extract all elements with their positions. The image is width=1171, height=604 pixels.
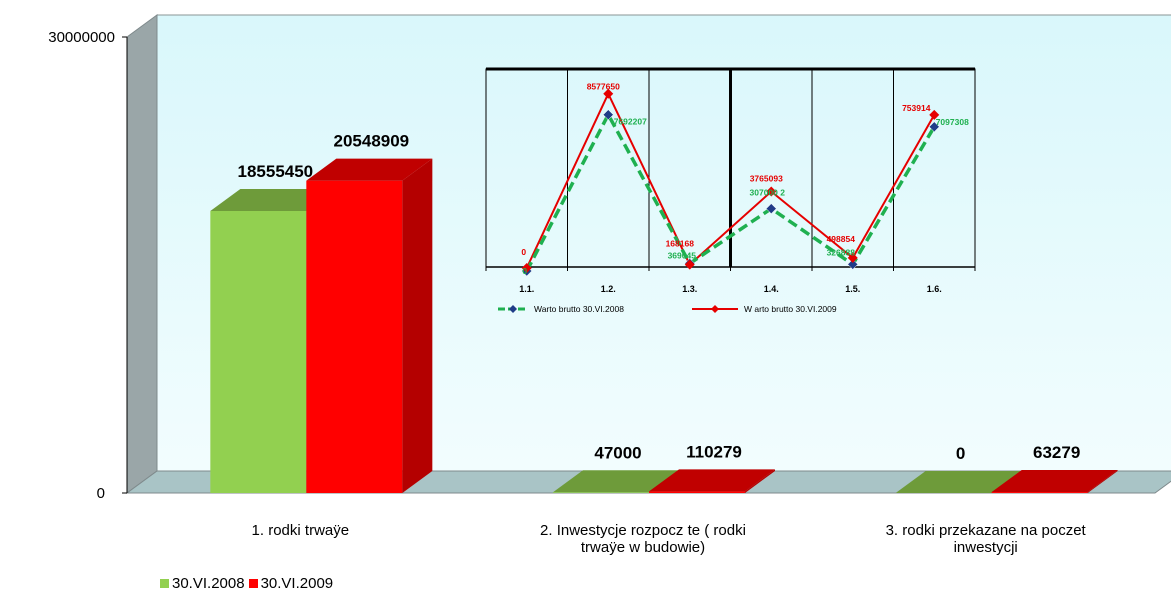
y-tick-label-max: 30000000: [48, 29, 115, 46]
data-label-1-2009: 20548909: [334, 132, 410, 151]
category-label-2-line-2: trwaÿe w budowie): [581, 539, 705, 556]
inset-marker-2008-6: [928, 121, 940, 133]
bar-top: [210, 188, 337, 211]
legend-label-2009: 30.VI.2009: [260, 575, 334, 592]
inset-marker-2008-4: [765, 203, 777, 214]
inset-marker-2008-2: [602, 109, 614, 121]
inset-label-2008-1: 0: [522, 266, 527, 276]
main-legend: 30.VI.2008 30.VI.2009: [160, 575, 337, 592]
inset-label-2009-1: 0: [521, 247, 526, 257]
category-label-3-line-2: inwestycji: [954, 539, 1018, 556]
bar-front: [991, 492, 1088, 493]
inset-marker-2009-5: [847, 252, 858, 263]
bar-side: [745, 469, 775, 493]
bar-2-2009: [649, 469, 775, 493]
data-label-2-2009: 110279: [686, 442, 742, 461]
inset-x-label-2: 1.2.: [601, 284, 616, 294]
main-3d-bar-chart: 30000000 0 18555450 20548909 1. rodki trwaÿe…: [48, 14, 1171, 556]
legend-item-2009: 30.VI.2009: [248, 575, 334, 592]
inset-label-2009-6: 753914: [902, 103, 931, 113]
inset-label-2008-5: 326888: [827, 247, 856, 257]
data-label-3-2008: 0: [956, 444, 965, 463]
bar-top: [649, 469, 775, 492]
inset-x-label-1: 1.1.: [519, 284, 534, 294]
category-label-2-line-1: 2. Inwestycje rozpocz te ( rodki: [540, 522, 746, 539]
inset-label-2008-3: 369045: [668, 251, 697, 261]
bar-3-2008: [895, 471, 1022, 493]
data-label-3-2009: 63279: [1033, 443, 1080, 462]
inset-marker-2009-2: [603, 88, 614, 99]
inset-line-2009: [525, 91, 936, 269]
inset-x-label-4: 1.4.: [764, 284, 779, 294]
inset-legend-marker-2008: [509, 305, 517, 313]
category-label-1-line-1: 1. rodki trwaÿe: [252, 522, 350, 539]
bar-front: [210, 210, 307, 493]
bar-1-2009: [306, 158, 433, 493]
data-label-1-2008: 18555450: [238, 162, 314, 181]
data-label-2-2008: 47000: [594, 443, 641, 462]
bar-3-2009: [991, 470, 1118, 493]
inset-x-label-3: 1.3.: [682, 284, 697, 294]
inset-label-2009-3: 168168: [666, 239, 695, 249]
bar-front: [306, 180, 403, 493]
category-label-3-line-1: 3. rodki przekazane na poczet: [886, 522, 1087, 539]
bar-front: [553, 492, 649, 493]
inset-marker-2009-1: [521, 263, 532, 273]
bar-top: [306, 158, 433, 181]
bar-side: [1087, 470, 1118, 493]
inset-line-chart: 1.1. 1.2. 1.3. 1.4. 1.5. 1.6. 0 7692207 369045 30…: [485, 67, 976, 314]
bar-top: [895, 471, 1022, 493]
bar-front: [649, 491, 745, 493]
inset-marker-2008-5: [847, 259, 859, 270]
inset-legend-label-2008: Warto brutto 30.VI.2008: [534, 304, 624, 314]
inset-legend-label-2009: W arto brutto 30.VI.2009: [744, 304, 837, 314]
inset-marker-2009-4: [766, 186, 777, 197]
y-tick-label-zero: 0: [97, 485, 105, 502]
legend-swatch-2009: [248, 579, 258, 588]
inset-x-label-6: 1.6.: [927, 284, 942, 294]
inset-marker-2009-3: [684, 259, 695, 270]
inset-label-2008-6: 7097308: [936, 117, 969, 127]
side-wall: [126, 14, 158, 494]
inset-label-2008-2: 7692207: [614, 117, 647, 127]
inset-line-2008: [525, 111, 936, 272]
inset-label-2008-4: 307000 2: [750, 188, 786, 198]
inset-label-2009-2: 8577650: [587, 82, 620, 92]
bar-top: [991, 470, 1118, 493]
legend-item-2008: 30.VI.2008: [160, 575, 245, 592]
inset-marker-2009-6: [929, 109, 940, 120]
inset-x-label-5: 1.5.: [845, 284, 860, 294]
bar-top: [553, 470, 679, 493]
inset-label-2009-4: 3765093: [750, 174, 783, 184]
legend-swatch-2008: [160, 579, 169, 588]
inset-legend-marker-2009: [711, 305, 719, 313]
legend-label-2008: 30.VI.2008: [172, 575, 245, 592]
inset-label-2009-5: 498854: [827, 234, 856, 244]
bar-side: [402, 158, 433, 493]
